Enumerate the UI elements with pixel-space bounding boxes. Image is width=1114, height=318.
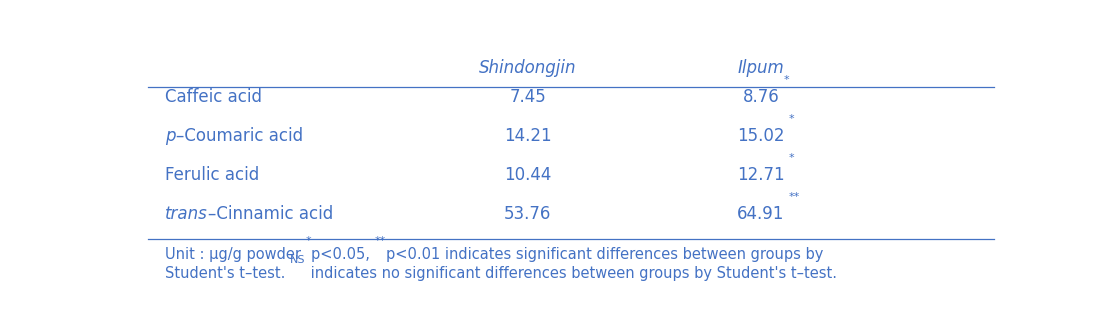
- Text: *: *: [783, 75, 789, 85]
- Text: p: p: [165, 127, 176, 145]
- Text: 12.71: 12.71: [737, 166, 784, 184]
- Text: p<0.05,: p<0.05,: [312, 247, 375, 262]
- Text: indicates no significant differences between groups by Student's t–test.: indicates no significant differences bet…: [305, 266, 837, 281]
- Text: Ferulic acid: Ferulic acid: [165, 166, 260, 184]
- Text: Student's t–test.: Student's t–test.: [165, 266, 290, 281]
- Text: 14.21: 14.21: [504, 127, 551, 145]
- Text: Shindongjin: Shindongjin: [479, 59, 577, 77]
- Text: 7.45: 7.45: [509, 88, 546, 106]
- Text: *: *: [305, 236, 312, 246]
- Text: p<0.01 indicates significant differences between groups by: p<0.01 indicates significant differences…: [387, 247, 823, 262]
- Text: *: *: [789, 114, 794, 124]
- Text: Ilpum: Ilpum: [737, 59, 784, 77]
- Text: 15.02: 15.02: [737, 127, 784, 145]
- Text: Caffeic acid: Caffeic acid: [165, 88, 262, 106]
- Text: 64.91: 64.91: [737, 205, 784, 224]
- Text: 53.76: 53.76: [504, 205, 551, 224]
- Text: 10.44: 10.44: [504, 166, 551, 184]
- Text: –Cinnamic acid: –Cinnamic acid: [208, 205, 333, 224]
- Text: –Coumaric acid: –Coumaric acid: [176, 127, 303, 145]
- Text: **: **: [375, 236, 387, 246]
- Text: Unit : μg/g powder: Unit : μg/g powder: [165, 247, 305, 262]
- Text: *: *: [789, 153, 794, 163]
- Text: 8.76: 8.76: [743, 88, 779, 106]
- Text: NS: NS: [290, 255, 305, 265]
- Text: trans: trans: [165, 205, 208, 224]
- Text: **: **: [789, 192, 800, 202]
